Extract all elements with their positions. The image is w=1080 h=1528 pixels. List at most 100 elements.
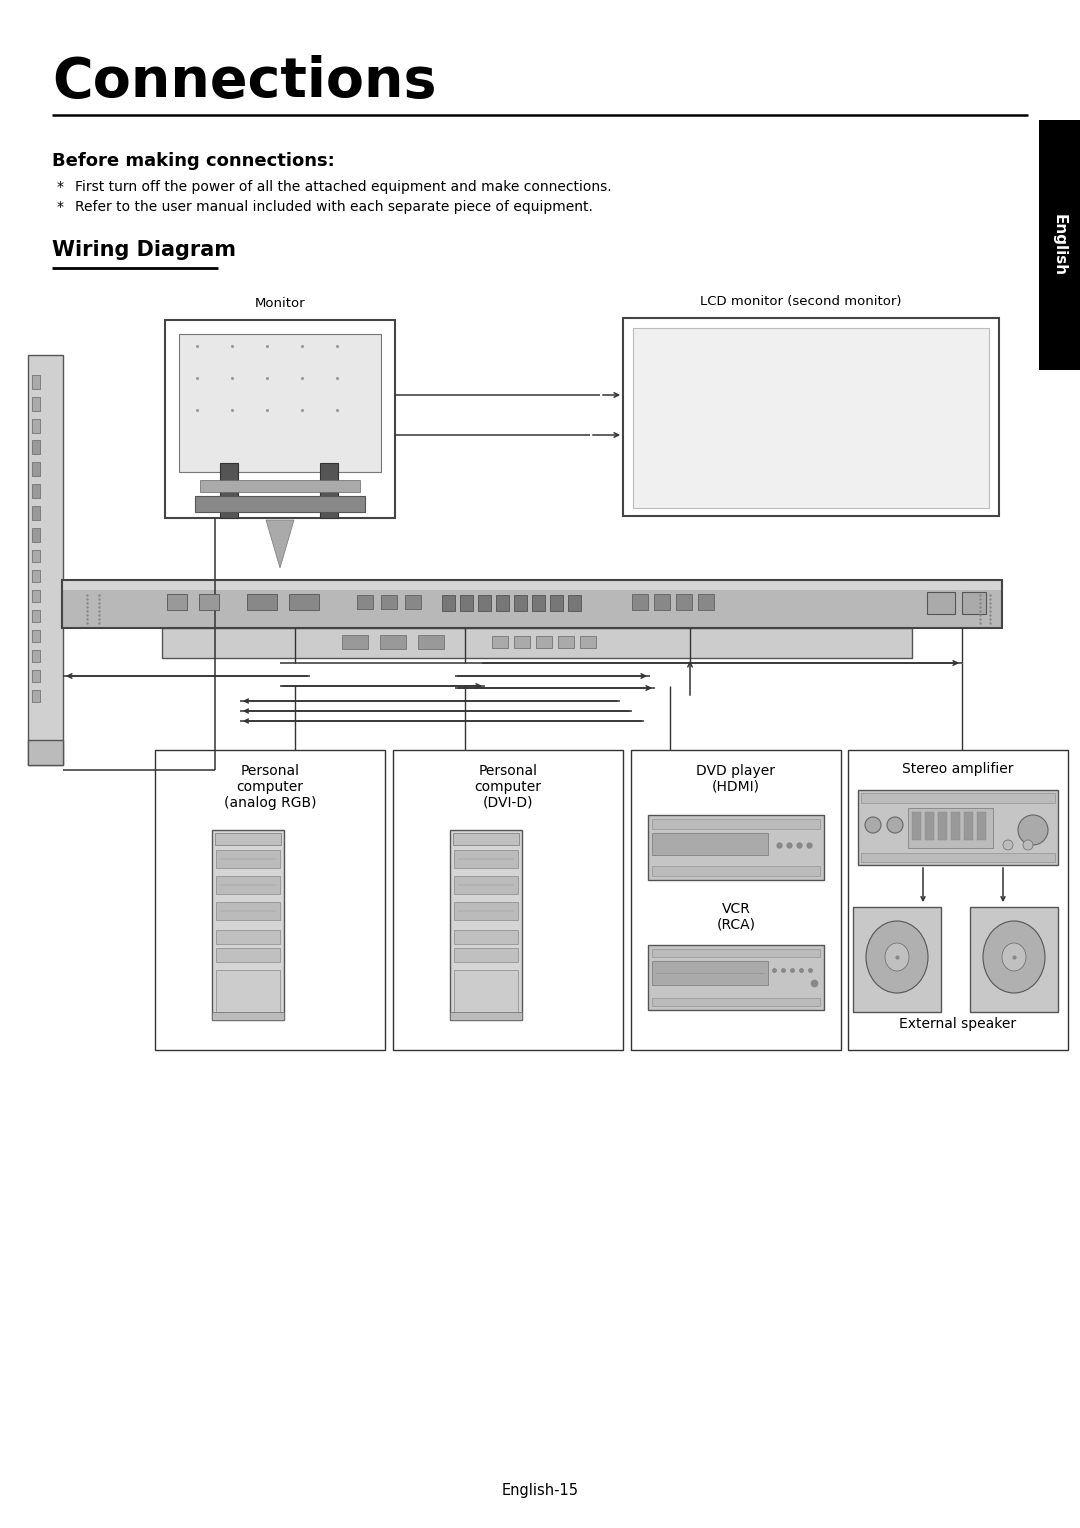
Bar [970, 908, 1058, 1012]
Bar [212, 1012, 284, 1021]
Bar [454, 902, 518, 920]
Bar [977, 811, 986, 840]
Bar [623, 318, 999, 516]
Bar [633, 329, 989, 507]
Bar [924, 811, 934, 840]
Bar [342, 636, 368, 649]
Text: Monitor: Monitor [255, 296, 306, 310]
Bar [632, 594, 648, 610]
Bar [558, 636, 573, 648]
Bar [32, 397, 40, 411]
Bar [215, 833, 281, 845]
Bar [220, 463, 238, 518]
Bar [162, 628, 912, 659]
Text: Refer to the user manual included with each separate piece of equipment.: Refer to the user manual included with e… [75, 200, 593, 214]
Bar [32, 440, 40, 454]
Text: LCD monitor (second monitor): LCD monitor (second monitor) [700, 295, 902, 309]
Bar [216, 876, 280, 894]
Bar [32, 630, 40, 642]
Bar [28, 354, 63, 766]
Bar [964, 811, 973, 840]
Ellipse shape [866, 921, 928, 993]
Bar [32, 484, 40, 498]
Text: (HDMI): (HDMI) [712, 779, 760, 795]
Text: (analog RGB): (analog RGB) [224, 796, 316, 810]
Bar [853, 908, 941, 1012]
Ellipse shape [1002, 943, 1026, 970]
Bar [962, 591, 986, 614]
Bar [32, 649, 40, 662]
Text: Wiring Diagram: Wiring Diagram [52, 240, 237, 260]
Bar [156, 750, 384, 1050]
Bar [212, 830, 284, 1021]
Bar [492, 636, 508, 648]
Bar [652, 998, 820, 1005]
Bar [652, 949, 820, 957]
Bar [32, 506, 40, 520]
Bar [216, 947, 280, 963]
Bar [652, 866, 820, 876]
Bar [927, 591, 955, 614]
Text: (DVI-D): (DVI-D) [483, 796, 534, 810]
Text: Connections: Connections [52, 55, 436, 108]
Bar [514, 636, 530, 648]
Bar [32, 610, 40, 622]
Bar [848, 750, 1068, 1050]
Bar [912, 811, 921, 840]
Bar [28, 740, 63, 766]
Text: *: * [57, 200, 64, 214]
Text: computer: computer [237, 779, 303, 795]
Bar [405, 594, 421, 610]
Bar [32, 590, 40, 602]
Bar [32, 529, 40, 542]
Bar [247, 594, 276, 610]
Bar [631, 750, 841, 1050]
Text: English: English [1052, 214, 1067, 277]
Bar [216, 850, 280, 868]
Bar [454, 970, 518, 1015]
Text: Stereo amplifier: Stereo amplifier [902, 762, 1014, 776]
Bar [648, 814, 824, 880]
Bar [951, 811, 960, 840]
Text: Personal: Personal [478, 764, 538, 778]
Bar [532, 594, 545, 611]
Polygon shape [266, 520, 294, 568]
Bar [550, 594, 563, 611]
Bar [393, 750, 623, 1050]
Bar [62, 590, 1002, 628]
Circle shape [1003, 840, 1013, 850]
Bar [453, 833, 519, 845]
Bar [496, 594, 509, 611]
Bar [195, 497, 365, 512]
Bar [652, 833, 768, 856]
Bar [450, 1012, 522, 1021]
Bar [357, 594, 373, 610]
Text: Before making connections:: Before making connections: [52, 151, 335, 170]
Bar [289, 594, 319, 610]
Text: DVD player: DVD player [697, 764, 775, 778]
Bar [460, 594, 473, 611]
Circle shape [865, 817, 881, 833]
Bar [648, 944, 824, 1010]
Bar [32, 691, 40, 701]
Circle shape [887, 817, 903, 833]
Bar [536, 636, 552, 648]
Bar [380, 636, 406, 649]
Bar [580, 636, 596, 648]
Ellipse shape [983, 921, 1045, 993]
Bar [454, 931, 518, 944]
Bar [62, 581, 1002, 590]
Bar [32, 669, 40, 681]
Bar [478, 594, 491, 611]
Bar [454, 850, 518, 868]
Bar [167, 594, 187, 610]
Bar [320, 463, 338, 518]
Bar [381, 594, 397, 610]
Bar [32, 461, 40, 477]
Circle shape [1018, 814, 1048, 845]
Bar [454, 947, 518, 963]
Bar [858, 790, 1058, 865]
Text: Personal: Personal [241, 764, 299, 778]
Bar [908, 808, 993, 848]
Bar [200, 480, 360, 492]
